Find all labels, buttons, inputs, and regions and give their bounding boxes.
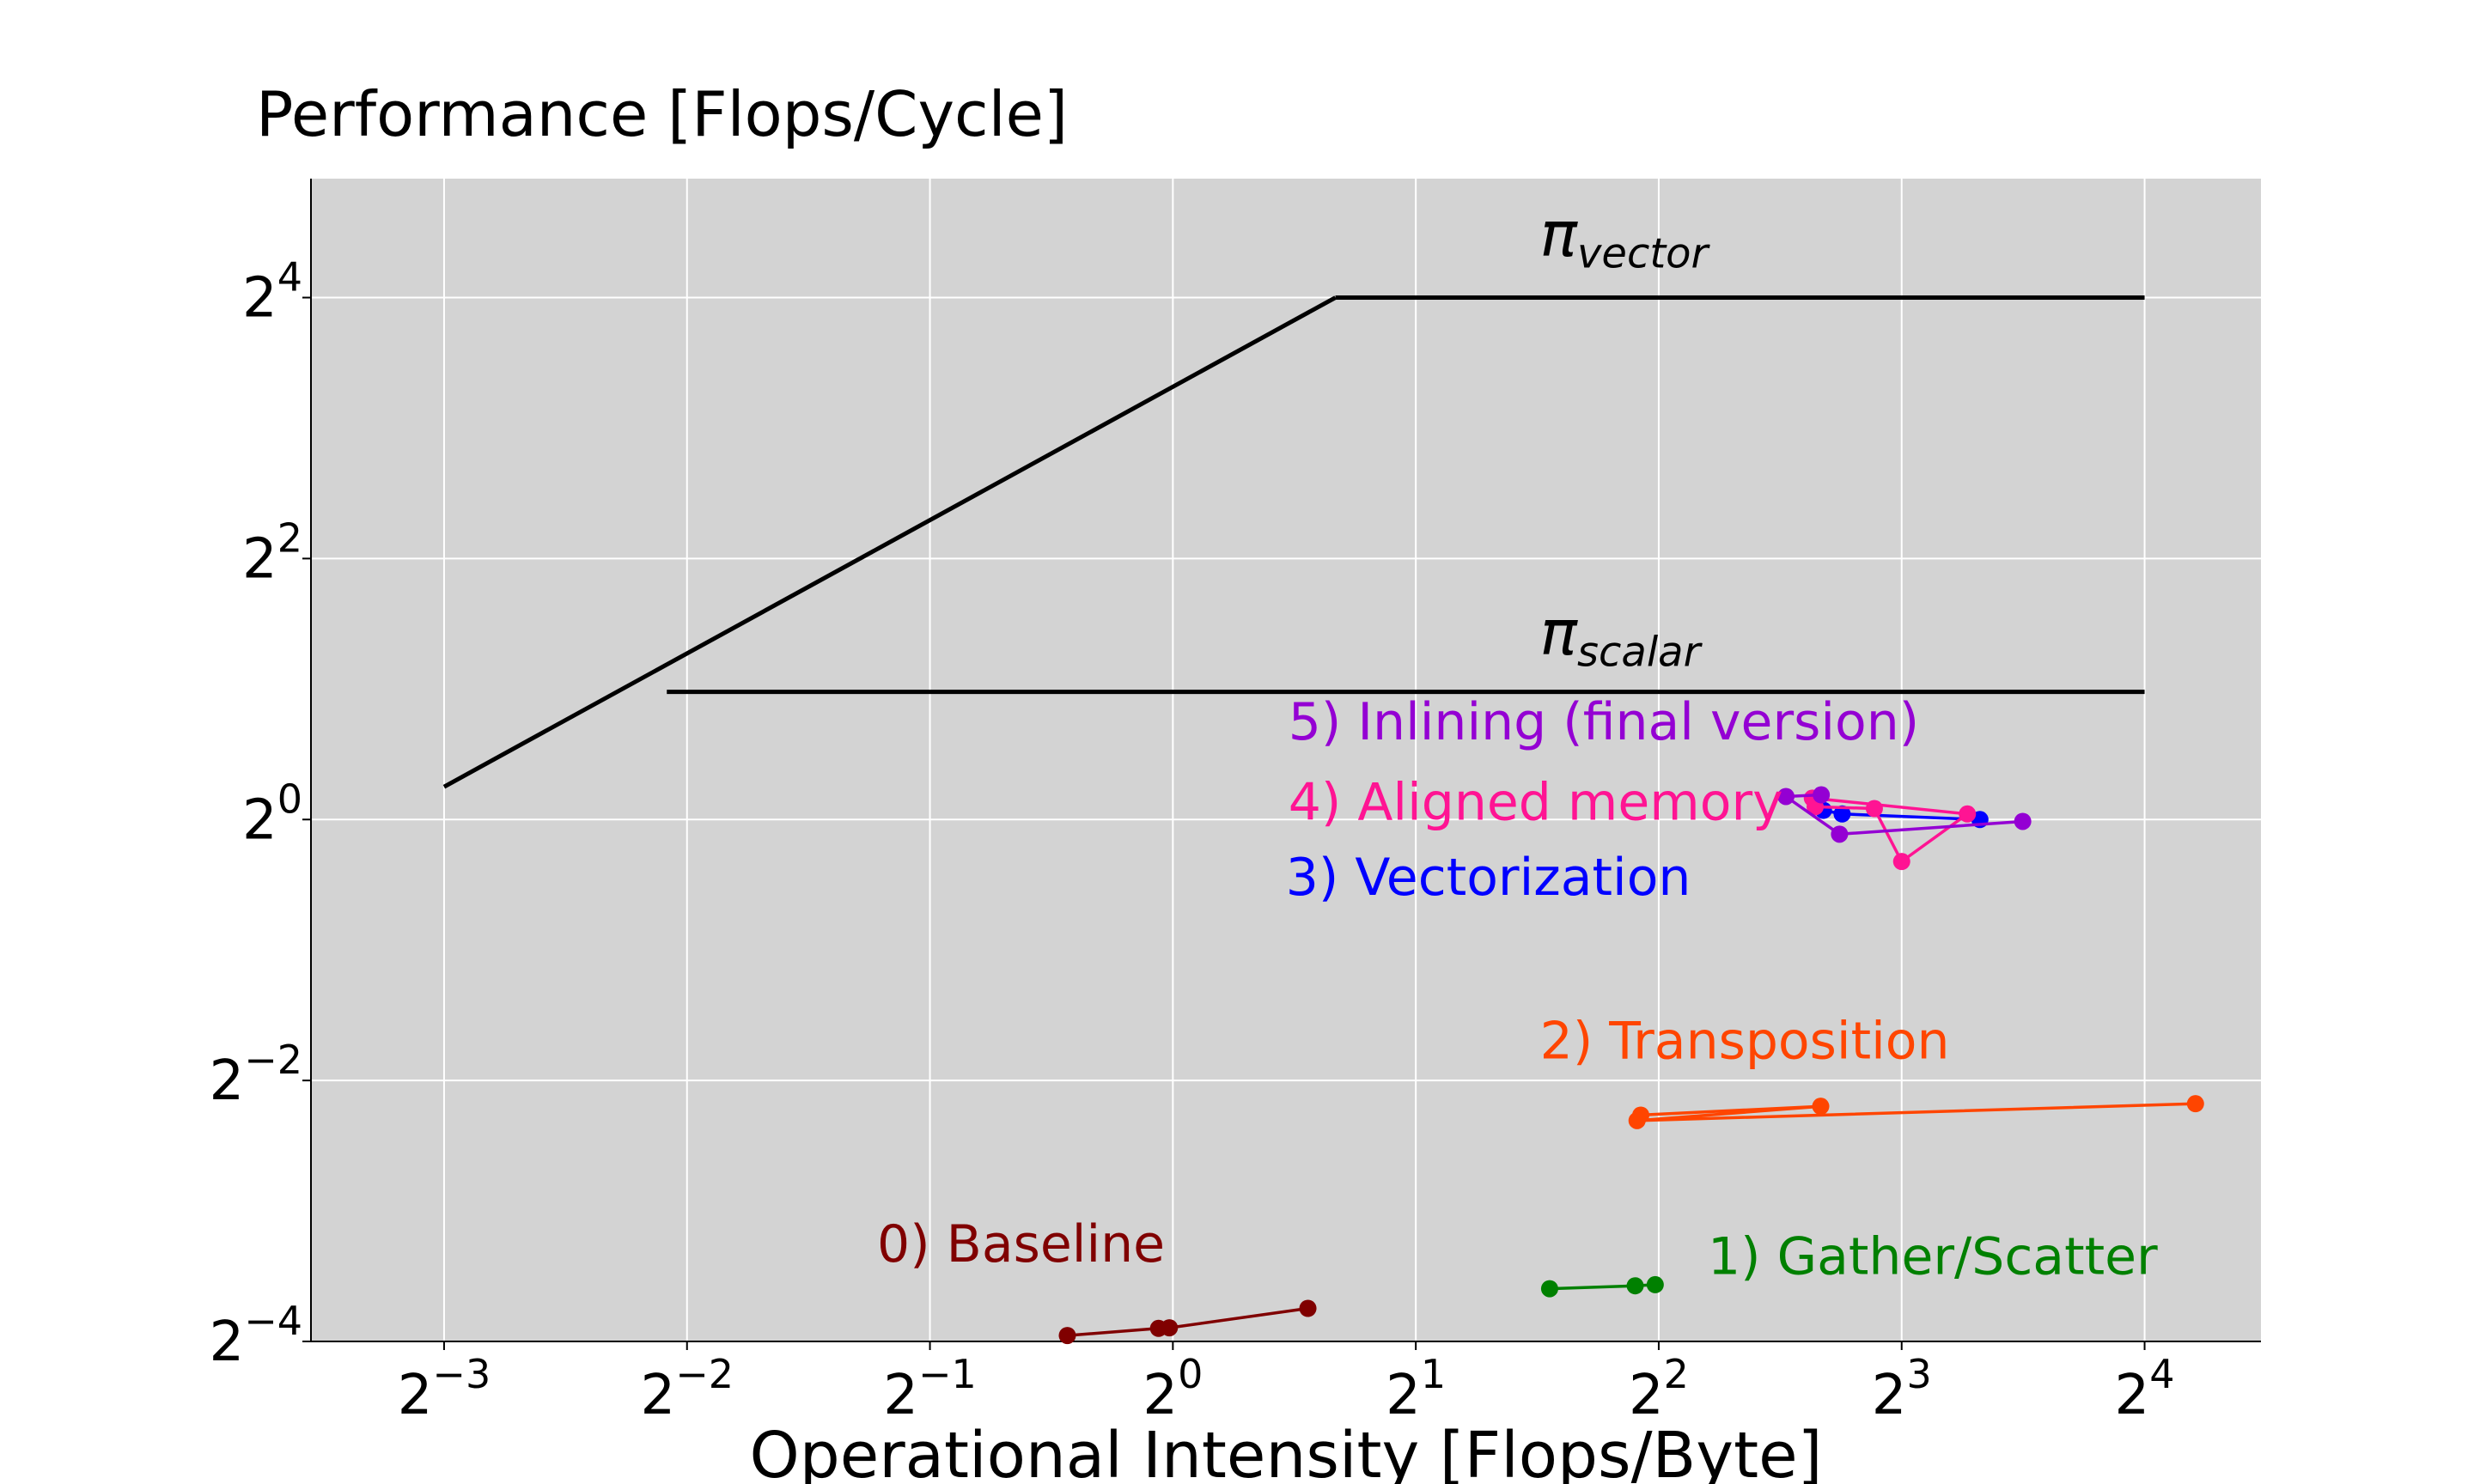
data-point [1833, 805, 1851, 823]
data-point [1865, 800, 1883, 818]
data-point [2014, 812, 2032, 830]
axes [302, 179, 2261, 1350]
y-tick-label: 2−2 [209, 1037, 302, 1113]
y-tick-label: 2−4 [209, 1298, 302, 1374]
series-label: 5) Inlining (final version) [1289, 692, 1920, 752]
y-tick-labels: 2−4 2−2 20 22 24 [209, 254, 302, 1374]
plot-area [311, 179, 2261, 1341]
x-tick-label: 24 [2115, 1351, 2175, 1427]
series-label: 1) Gather/Scatter [1708, 1226, 2158, 1286]
data-point [1777, 788, 1795, 806]
data-point [1812, 1098, 1830, 1116]
x-tick-label: 20 [1143, 1351, 1203, 1427]
data-point [1058, 1327, 1076, 1345]
bandwidth-roof-line [442, 295, 1337, 789]
data-point [1831, 825, 1849, 843]
pi-vector-label: πvector [1540, 198, 1711, 278]
series-label: 3) Vectorization [1286, 848, 1691, 908]
pi-scalar-label: πscalar [1540, 596, 1703, 676]
roofline: πvector πscalar [442, 198, 2145, 789]
x-axis-label: Operational Intensity [Flops/Byte] [749, 1419, 1822, 1484]
x-tick-label: 2−2 [640, 1351, 734, 1427]
y-tick-label: 24 [242, 254, 302, 331]
data-point [1813, 786, 1831, 804]
series-label: 4) Aligned memory [1289, 772, 1783, 832]
series-labels: 0) Baseline 1) Gather/Scatter 2) Transposi… [877, 692, 2158, 1286]
x-tick-labels: 2−3 2−2 2−1 20 21 22 23 24 [398, 1351, 2175, 1427]
x-tick-label: 2−1 [883, 1351, 977, 1427]
x-tick-label: 23 [1872, 1351, 1932, 1427]
data-point [2186, 1095, 2204, 1113]
series-group [1058, 786, 2204, 1345]
x-tick-label: 22 [1629, 1351, 1689, 1427]
data-point [1299, 1299, 1317, 1317]
data-point [1646, 1275, 1664, 1293]
data-point [1892, 853, 1910, 871]
data-point [1628, 1111, 1646, 1129]
series-label: 0) Baseline [877, 1214, 1165, 1274]
series-line [1636, 1102, 2196, 1122]
chart-title: Performance [Flops/Cycle] [256, 78, 1068, 150]
data-point [1959, 805, 1977, 823]
data-point [1626, 1277, 1644, 1295]
y-tick-label: 22 [242, 514, 302, 591]
x-tick-label: 2−3 [398, 1351, 491, 1427]
data-point [1161, 1319, 1179, 1337]
series-line [1781, 793, 2023, 836]
x-tick-label: 21 [1386, 1351, 1446, 1427]
data-point [1540, 1280, 1558, 1298]
y-tick-label: 20 [242, 775, 302, 852]
series-label: 2) Transposition [1540, 1012, 1950, 1072]
